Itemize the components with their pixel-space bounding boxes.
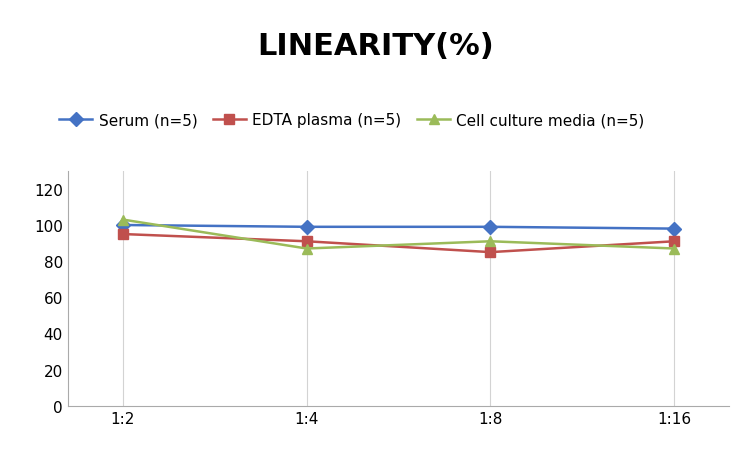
EDTA plasma (n=5) [118, 232, 127, 237]
Cell culture media (n=5) [670, 246, 679, 252]
Serum (n=5) [670, 226, 679, 232]
Line: Serum (n=5): Serum (n=5) [118, 221, 679, 234]
EDTA plasma (n=5) [670, 239, 679, 244]
Line: EDTA plasma (n=5): EDTA plasma (n=5) [118, 230, 679, 258]
Cell culture media (n=5) [486, 239, 495, 244]
Serum (n=5) [302, 225, 311, 230]
Line: Cell culture media (n=5): Cell culture media (n=5) [118, 215, 679, 254]
Cell culture media (n=5) [118, 217, 127, 223]
EDTA plasma (n=5) [486, 250, 495, 255]
Serum (n=5) [486, 225, 495, 230]
Text: LINEARITY(%): LINEARITY(%) [258, 32, 494, 60]
Cell culture media (n=5) [302, 246, 311, 252]
Legend: Serum (n=5), EDTA plasma (n=5), Cell culture media (n=5): Serum (n=5), EDTA plasma (n=5), Cell cul… [53, 107, 650, 134]
Serum (n=5) [118, 223, 127, 228]
EDTA plasma (n=5) [302, 239, 311, 244]
